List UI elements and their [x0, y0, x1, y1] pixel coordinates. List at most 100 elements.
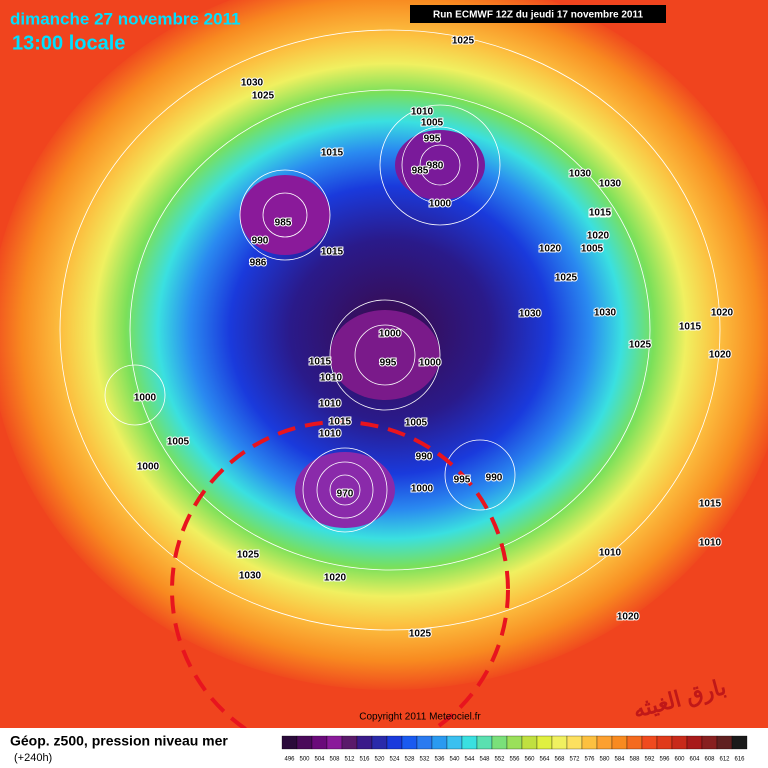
- colorbar-swatch: [731, 735, 748, 750]
- isobar-label: 1015: [699, 499, 722, 510]
- isobar-label: 1025: [252, 91, 275, 102]
- colorbar-label: 596: [659, 757, 670, 763]
- isobar-label: 1020: [617, 612, 640, 623]
- colorbar-label: 536: [434, 757, 445, 763]
- colorbar-swatch: [461, 735, 478, 750]
- isobar-label: 1020: [709, 350, 732, 361]
- colorbar-swatch: [401, 735, 418, 750]
- colorbar-label: 544: [464, 757, 475, 763]
- isobar-label: 1030: [599, 179, 622, 190]
- colorbar-label: 568: [554, 757, 565, 763]
- isobar-label: 1000: [379, 329, 402, 340]
- isobar-label: 1005: [167, 437, 190, 448]
- colorbar-label: 604: [689, 757, 700, 763]
- colorbar-swatch: [641, 735, 658, 750]
- isobar-label: 1030: [239, 571, 262, 582]
- isobar-label: 1015: [329, 417, 352, 428]
- isobar-label: 970: [337, 489, 354, 500]
- isobar-label: 1015: [679, 322, 702, 333]
- isobar-label: 1010: [699, 538, 722, 549]
- colorbar-swatch: [491, 735, 508, 750]
- isobar-label: 1020: [711, 308, 734, 319]
- colorbar-swatch: [281, 735, 298, 750]
- colorbar-swatch: [386, 735, 403, 750]
- colorbar-swatch: [701, 735, 718, 750]
- colorbar-swatch: [596, 735, 613, 750]
- run-label: Run ECMWF 12Z du jeudi 17 novembre 2011: [433, 10, 643, 21]
- product: Géop. z500, pression niveau mer: [10, 733, 228, 749]
- colorbar-label: 508: [329, 757, 340, 763]
- colorbar-swatch: [716, 735, 733, 750]
- colorbar-label: 588: [629, 757, 640, 763]
- colorbar-label: 528: [404, 757, 415, 763]
- colorbar-swatch: [686, 735, 703, 750]
- isobar-label: 990: [252, 236, 269, 247]
- colorbar-label: 564: [539, 757, 550, 763]
- run-box: [410, 5, 666, 23]
- colorbar-swatch: [341, 735, 358, 750]
- colorbar-swatch: [296, 735, 313, 750]
- colorbar-label: 512: [344, 757, 355, 763]
- isobar-label: 1005: [421, 118, 444, 129]
- colorbar-label: 592: [644, 757, 655, 763]
- colorbar-label: 548: [479, 757, 490, 763]
- colorbar-label: 608: [704, 757, 715, 763]
- isobar-label: 1030: [594, 308, 617, 319]
- colorbar-label: 516: [359, 757, 370, 763]
- isobar-label: 1030: [241, 78, 264, 89]
- colorbar-swatch: [581, 735, 598, 750]
- colorbar-swatch: [536, 735, 553, 750]
- colorbar-label: 556: [509, 757, 520, 763]
- isobar-label: 1010: [319, 429, 342, 440]
- colorbar-label: 600: [674, 757, 685, 763]
- isobar-label: 1020: [324, 573, 347, 584]
- colorbar-label: 616: [734, 757, 745, 763]
- lead-time: (+240h): [14, 752, 52, 764]
- copyright: Copyright 2011 Meteociel.fr: [359, 712, 481, 723]
- isobar-label: 990: [486, 473, 503, 484]
- colorbar-label: 520: [374, 757, 385, 763]
- isobar-label: 1005: [405, 418, 428, 429]
- isobar-label: 1010: [599, 548, 622, 559]
- colorbar-label: 496: [284, 757, 295, 763]
- colorbar-label: 524: [389, 757, 400, 763]
- colorbar-swatch: [311, 735, 328, 750]
- isobar-label: 985: [275, 218, 292, 229]
- colorbar-label: 576: [584, 757, 595, 763]
- isobar-label: 1025: [555, 273, 578, 284]
- colorbar-label: 584: [614, 757, 625, 763]
- low-center: [395, 130, 485, 200]
- isobar-label: 1030: [519, 309, 542, 320]
- colorbar-label: 532: [419, 757, 430, 763]
- isobar-label: 1000: [137, 462, 160, 473]
- colorbar-label: 540: [449, 757, 460, 763]
- isobar-label: 980: [427, 161, 444, 172]
- isobar-label: 990: [416, 452, 433, 463]
- isobar-label: 1000: [419, 358, 442, 369]
- isobar-label: 1025: [629, 340, 652, 351]
- colorbar-swatch: [431, 735, 448, 750]
- colorbar-swatch: [356, 735, 373, 750]
- date: dimanche 27 novembre 2011: [10, 9, 241, 28]
- colorbar-label: 552: [494, 757, 505, 763]
- low-center: [295, 452, 395, 528]
- isobar-label: 1005: [581, 244, 604, 255]
- colorbar-swatch: [671, 735, 688, 750]
- colorbar-swatch: [326, 735, 343, 750]
- colorbar-label: 612: [719, 757, 730, 763]
- colorbar-swatch: [656, 735, 673, 750]
- colorbar-swatch: [521, 735, 538, 750]
- isobar-label: 986: [250, 258, 267, 269]
- colorbar-swatch: [506, 735, 523, 750]
- colorbar-swatch: [476, 735, 493, 750]
- isobar-label: 1015: [589, 209, 612, 220]
- colorbar-swatch: [626, 735, 643, 750]
- colorbar-label: 572: [569, 757, 580, 763]
- isobar-label: 1000: [411, 484, 434, 495]
- isobar-label: 1010: [411, 107, 434, 118]
- isobar-label: 1000: [429, 199, 452, 210]
- colorbar-label: 560: [524, 757, 535, 763]
- time: 13:00 locale: [12, 32, 125, 54]
- isobar-label: 1025: [452, 36, 475, 47]
